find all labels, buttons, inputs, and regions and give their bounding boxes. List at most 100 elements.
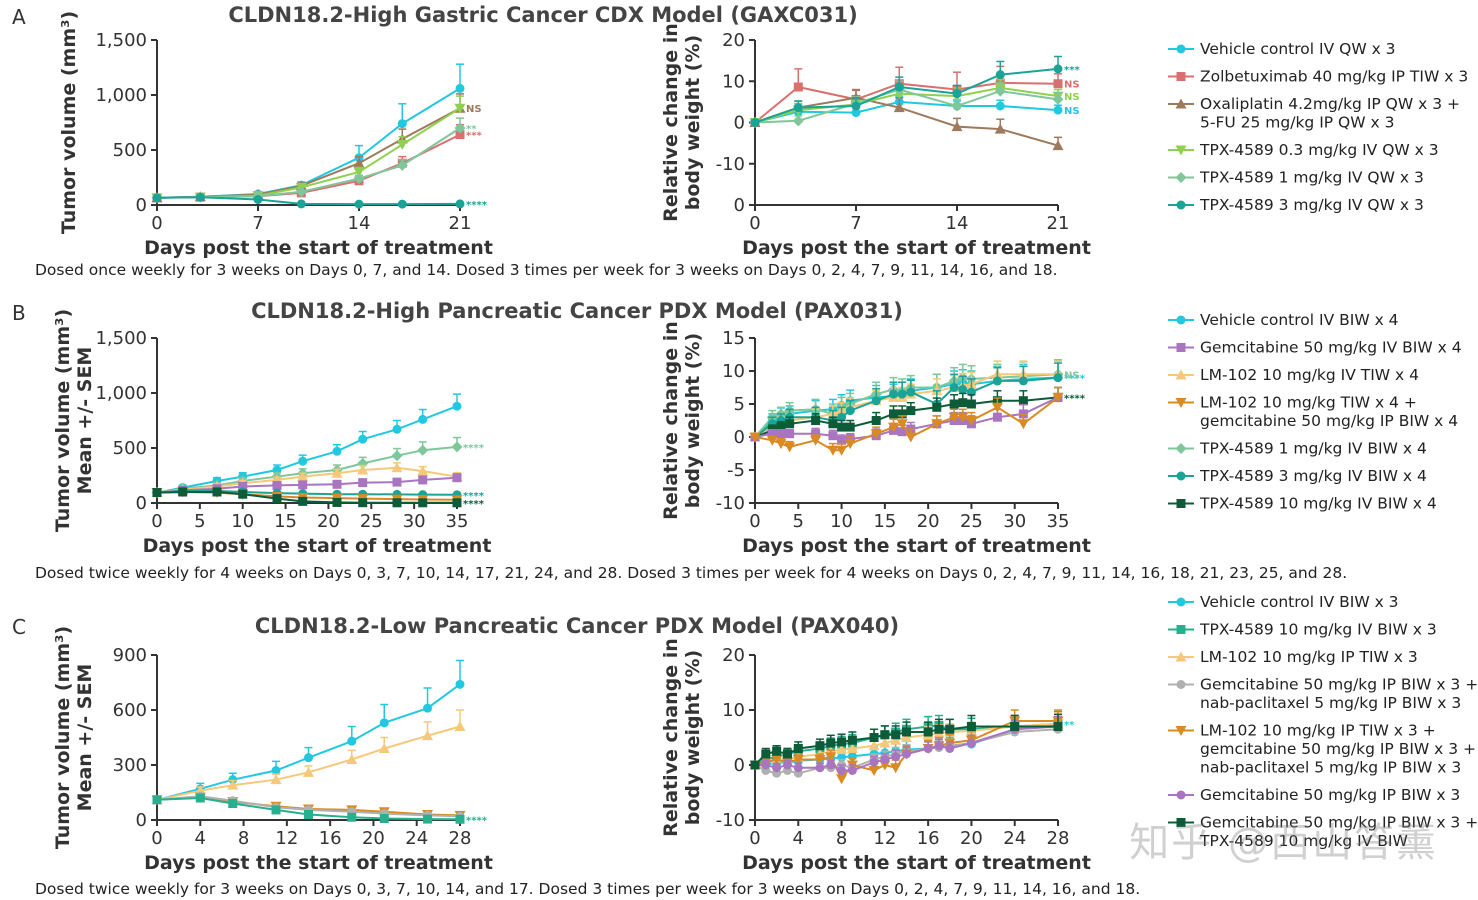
data-point [454,103,466,114]
data-point [793,763,803,773]
legend-swatch-marker [1175,98,1187,109]
legend: Vehicle control IV BIW x 3 TPX-4589 10 mg… [1168,593,1478,850]
data-point [870,429,882,440]
legend-label: Gemcitabine 50 mg/kg IP BIW x 3 + [1200,814,1478,832]
y-tick-label: 0 [734,427,745,448]
data-point [891,730,901,740]
data-point [152,795,162,805]
data-point [358,478,368,488]
legend-swatch-marker [1175,726,1187,736]
series-line [156,133,461,199]
legend-label: Gemcitabine 50 mg/kg IP BIW x 3 + [1200,676,1478,694]
data-point [957,412,969,423]
data-point [347,736,357,746]
data-point [455,814,465,824]
legend-item: LM-102 10 mg/kg IP TIW x 3 [1168,648,1418,666]
x-tick-label: 24 [405,828,428,849]
data-point [212,487,222,497]
legend-swatch-marker [1176,625,1186,634]
x-tick-label: 7 [850,213,861,234]
data-point [396,140,408,150]
legend-label: 5-FU 25 mg/kg IP QW x 3 [1200,114,1394,132]
data-point [238,489,248,499]
data-point [931,419,943,430]
data-point [958,398,968,408]
legend-label: Gemcitabine 50 mg/kg IV BIW x 4 [1200,339,1462,357]
data-point [948,412,960,423]
legend-label: Zolbetuximab 40 mg/kg IP TIW x 3 [1200,68,1468,86]
data-point [303,766,314,777]
data-point [1010,722,1020,731]
data-point [879,737,891,748]
series-vehicle [152,659,465,805]
y-tick-label: -10 [716,154,745,175]
legend-swatch-marker [1175,651,1187,662]
legend-swatch-marker [1176,200,1186,210]
x-tick-label: 0 [151,213,162,234]
series-line [754,396,1059,452]
data-point [792,115,804,127]
data-point [836,744,848,755]
data-point [1053,64,1063,74]
data-point [825,752,837,763]
legend-label: TPX-4589 1 mg/kg IV BIW x 4 [1199,440,1427,458]
y-tick-label: 1,000 [95,383,147,404]
x-tick-label: 21 [1047,213,1070,234]
x-tick-label: 20 [317,511,340,532]
x-tick-label: 4 [195,828,206,849]
legend-item: LM-102 10 mg/kg IP TIW x 3 +gemcitabine … [1168,722,1476,777]
x-tick-label: 10 [830,511,853,532]
panel-B: B CLDN18.2-High Pancreatic Cancer PDX Mod… [12,299,1462,582]
data-point [949,399,959,409]
x-tick-label: 12 [275,828,298,849]
data-point [868,740,880,751]
legend-item: TPX-4589 3 mg/kg IV QW x 3 [1168,196,1424,214]
series-lm102gem [749,386,1064,456]
y-axis-label: body weight (%) [682,35,704,210]
data-point [893,102,905,113]
data-point [271,766,281,775]
legend-swatch-marker [1176,680,1186,689]
data-point [966,738,976,748]
data-point [847,766,857,775]
x-tick-label: 14 [348,213,371,234]
data-point [837,435,847,445]
series-line [156,87,461,199]
data-point [750,760,760,770]
data-point [793,744,803,753]
data-point [228,799,238,808]
data-point [1018,376,1028,386]
legend-label: TPX-4589 10 mg/kg IV BIW [1199,832,1408,850]
data-point [417,465,429,476]
data-point [837,766,847,775]
legend-label: TPX-4589 3 mg/kg IV BIW x 4 [1199,467,1427,485]
data-point [270,774,282,785]
legend-swatch-marker [1176,471,1186,481]
data-point [1052,140,1064,151]
data-point [417,444,429,456]
y-tick-label: -10 [716,493,745,514]
data-point [785,419,795,429]
y-tick-label: 900 [113,645,147,666]
data-point [353,167,365,178]
x-tick-label: 8 [238,828,249,849]
data-point [966,399,976,409]
legend-label: LM-102 10 mg/kg TIW x 4 + [1200,394,1417,412]
data-point [890,763,902,774]
x-tick-label: 35 [1047,511,1070,532]
data-point [397,119,407,129]
legend-label: gemcitabine 50 mg/kg IP BIW x 4 [1200,412,1458,430]
series-tpx03 [151,95,466,204]
data-point [837,422,847,432]
data-point [836,445,848,456]
panel-title: CLDN18.2-High Gastric Cancer CDX Model (… [228,3,857,27]
data-point [358,434,368,444]
data-point [992,376,1002,386]
significance-label: *** [1064,65,1080,76]
chart-B-weight: -10 -5 0 5 10 15 0 5 10 15 20 25 30 35 Days post the s… [660,321,1091,557]
legend-item: Zolbetuximab 40 mg/kg IP TIW x 3 [1168,68,1468,86]
data-point [418,414,428,424]
legend-item: TPX-4589 10 mg/kg IV BIW x 4 [1168,495,1437,513]
data-point [994,123,1006,134]
data-point [454,721,466,731]
